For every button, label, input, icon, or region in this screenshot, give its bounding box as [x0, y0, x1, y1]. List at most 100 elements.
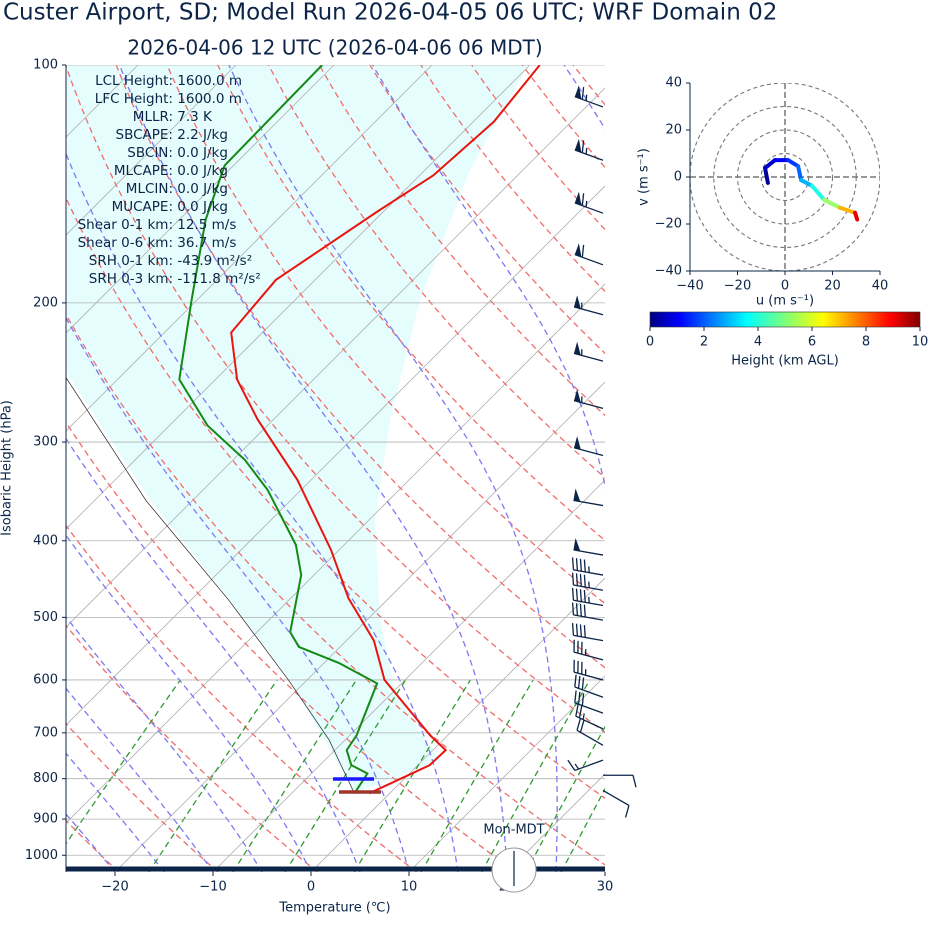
- wind-barb: [603, 774, 637, 788]
- isotherm: [703, 65, 928, 872]
- hodo-y-label: v (m s⁻¹): [637, 148, 652, 206]
- wind-barb: [573, 389, 604, 410]
- mixing-ratio-line: [232, 679, 358, 872]
- hodo-y-tick-label: −20: [655, 217, 682, 232]
- dry-adiabat: [624, 65, 928, 872]
- stat-line: SRH 0-3 km: -111.8 m²/s²: [89, 271, 261, 287]
- wind-barb: [573, 295, 604, 316]
- moist-adiabat: [66, 615, 263, 872]
- hodo-segment: [763, 158, 778, 171]
- barb-full: [581, 244, 585, 258]
- barb-full: [579, 558, 582, 572]
- moist-adiabat: [66, 752, 165, 872]
- barb-full: [575, 623, 579, 637]
- barb-full: [579, 624, 582, 637]
- hodo-x-label: u (m s⁻¹): [756, 294, 814, 309]
- y-tick-label: 500: [33, 610, 58, 625]
- barb-staff: [602, 789, 630, 807]
- barb-staff: [573, 614, 604, 621]
- hodo-x-tick-label: 20: [824, 279, 841, 294]
- moist-adiabat: [118, 65, 508, 872]
- isotherm: [66, 87, 605, 628]
- barb-staff: [574, 96, 604, 108]
- colorbar-tick-label: 8: [862, 335, 870, 350]
- barb-full: [581, 87, 585, 100]
- moist-adiabat: [66, 152, 459, 872]
- mixing-ratio-line: [353, 679, 471, 872]
- mixing-ratio-line: [525, 725, 605, 872]
- colorbar-tick-label: 6: [808, 335, 816, 350]
- hodo-segment: [838, 205, 858, 215]
- barb-full: [581, 693, 585, 706]
- shaded-region: [67, 65, 528, 793]
- dry-adiabat: [725, 65, 928, 872]
- colorbar: [649, 311, 921, 328]
- barb-full: [574, 690, 577, 703]
- wind-barb: [573, 639, 604, 661]
- wind-barb: [575, 703, 604, 730]
- moist-adiabat: [66, 534, 312, 872]
- y-tick-label: 200: [33, 295, 58, 310]
- barb-half: [585, 94, 588, 101]
- wind-barb: [573, 659, 604, 681]
- barb-full: [576, 718, 582, 731]
- wind-barb: [576, 718, 604, 746]
- y-tick-label: 100: [33, 58, 58, 73]
- barb-full: [567, 759, 576, 771]
- y-tick-label: 600: [33, 672, 58, 687]
- dry-adiabat: [369, 65, 605, 355]
- hodo-x-tick-label: 40: [872, 279, 889, 294]
- profiles: [66, 65, 541, 795]
- barb-full: [571, 557, 575, 570]
- barb-full: [579, 574, 582, 587]
- mixing-ratio-line: [481, 679, 591, 872]
- stat-line: LFC Height: 1600.0 m: [95, 91, 242, 107]
- dry-adiabat: [66, 196, 605, 799]
- stat-line: LCL Height: 1600.0 m: [95, 73, 242, 89]
- y-tick-label: 900: [33, 812, 58, 827]
- barb-half: [582, 713, 585, 720]
- x-tick-label: −20: [101, 880, 128, 895]
- time-label: Mon-MDT: [483, 823, 544, 838]
- barb-staff: [574, 149, 604, 161]
- barb-half: [585, 200, 588, 208]
- isotherm: [114, 381, 605, 872]
- colorbar-tick-label: 0: [646, 335, 654, 350]
- barb-full: [632, 775, 637, 788]
- x-tick-label: 10: [401, 880, 418, 895]
- barb-full: [575, 588, 579, 602]
- barb-half: [574, 763, 580, 770]
- subtitle: 2026-04-06 12 UTC (2026-04-06 06 MDT): [127, 36, 542, 60]
- mixing-ratio-line: [148, 679, 278, 872]
- x-tick-label: 30: [597, 880, 614, 895]
- barb-full: [583, 574, 586, 588]
- isotherm: [66, 65, 335, 334]
- dry-adiabat: [115, 65, 605, 669]
- isotherm: [899, 65, 928, 872]
- x-axis-label: Temperature (℃): [278, 901, 390, 916]
- wind-barb: [573, 436, 604, 457]
- hodo-segment: [853, 210, 860, 222]
- hodo-segment: [799, 178, 815, 188]
- stat-line: MLLR: 7.3 K: [133, 109, 213, 125]
- barb-staff: [573, 651, 604, 661]
- isotherm: [310, 577, 605, 872]
- barb-full: [583, 625, 586, 638]
- wind-barb: [574, 674, 604, 698]
- stat-line: SRH 0-1 km: -43.9 m²/s²: [89, 253, 252, 269]
- hodo-x-tick-label: 0: [781, 279, 789, 294]
- isotherm: [408, 675, 605, 872]
- dry-adiabat: [217, 65, 605, 542]
- profile-line: [230, 65, 541, 795]
- moist-adiabat: [703, 65, 812, 872]
- profile-line: [66, 376, 355, 794]
- hodograph: −40 −20 0 20 40 −40 −20 0 20 40 0 2 4 6 8 10: [646, 76, 928, 350]
- barb-pennant: [573, 538, 581, 552]
- barb-full: [577, 675, 581, 689]
- wind-barb: [571, 572, 604, 591]
- wind-barb: [567, 759, 604, 772]
- moist-adiabat: [66, 316, 410, 872]
- wind-barb: [571, 622, 604, 642]
- wind-barb: [574, 690, 604, 714]
